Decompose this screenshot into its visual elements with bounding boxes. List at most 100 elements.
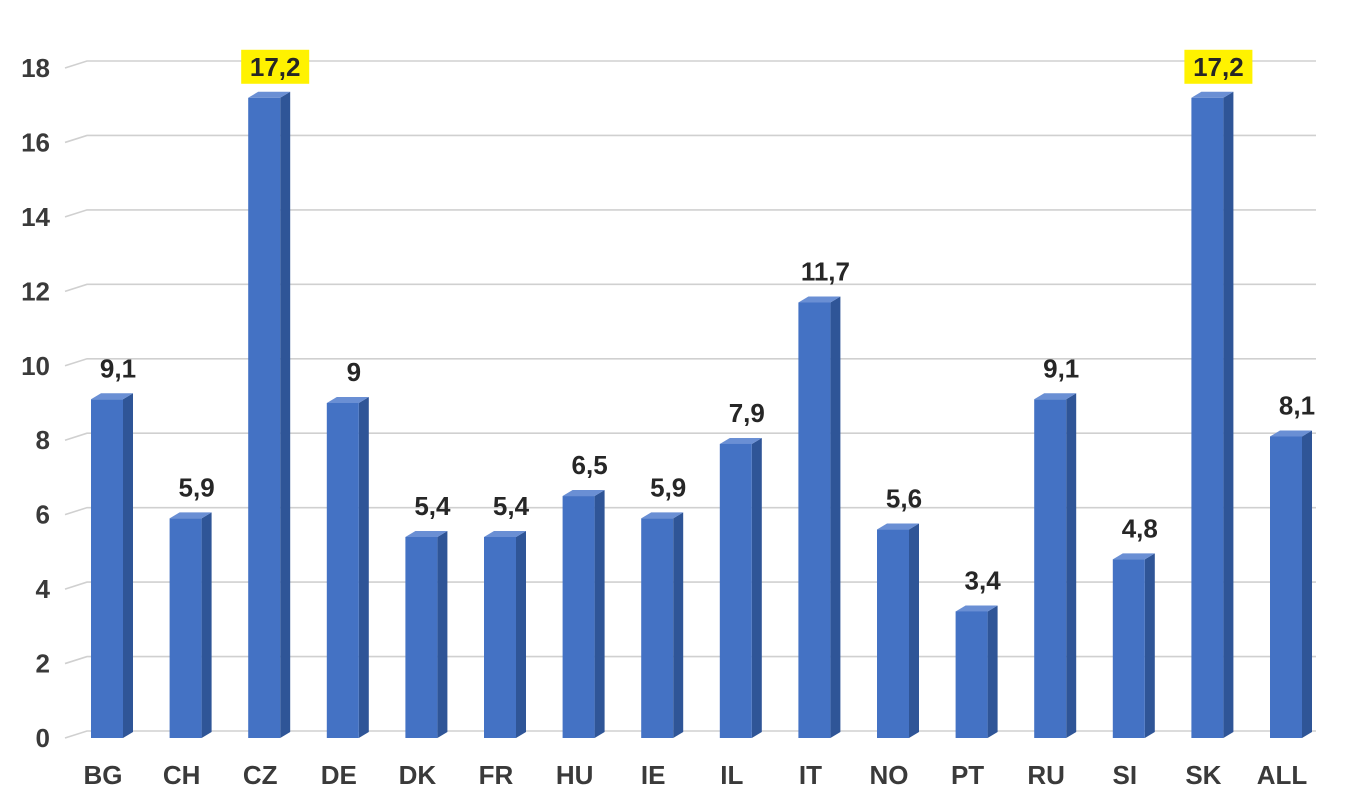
bar-front xyxy=(91,399,123,738)
x-tick-label: CZ xyxy=(243,760,278,790)
bar-top xyxy=(1034,393,1077,400)
data-label: 3,4 xyxy=(965,565,1002,595)
bar-side xyxy=(1223,91,1234,739)
x-tick-label: FR xyxy=(479,760,514,790)
data-label: 7,9 xyxy=(729,398,765,428)
bar-front xyxy=(1112,559,1145,738)
y-axis-ticks: 0 2 4 6 8 10 12 14 16 18 xyxy=(21,53,50,753)
gridlines xyxy=(64,60,1316,739)
bar-side xyxy=(594,490,605,738)
bar-top xyxy=(1270,430,1312,437)
x-tick-label: IE xyxy=(641,760,666,790)
bar-front xyxy=(641,518,674,738)
bar-top xyxy=(798,296,841,303)
x-tick-label: SK xyxy=(1185,760,1221,790)
bar-side xyxy=(1066,393,1077,738)
bar-side xyxy=(1302,430,1312,738)
bar-side xyxy=(751,437,762,738)
bar-side xyxy=(673,512,684,738)
bar-side xyxy=(1144,553,1155,738)
gridline xyxy=(64,134,1316,144)
bar-front xyxy=(326,403,359,738)
data-label: 5,9 xyxy=(650,472,686,502)
bar-front xyxy=(719,443,752,738)
data-labels: 9,1 5,9 17,2 9 5,4 5,4 6,5 5,9 7,9 11,7 5,6 3,4 9,1 4… xyxy=(100,49,1315,595)
bar-top xyxy=(1191,91,1234,98)
bar-cz xyxy=(248,91,291,739)
bar-side xyxy=(987,605,998,738)
x-tick-label: IL xyxy=(720,760,743,790)
y-tick-label: 4 xyxy=(36,574,51,604)
x-tick-label: SI xyxy=(1113,760,1138,790)
bar-si xyxy=(1112,553,1155,738)
x-tick-label: RU xyxy=(1027,760,1065,790)
x-tick-label: HU xyxy=(556,760,594,790)
y-tick-label: 2 xyxy=(36,649,50,679)
x-axis-ticks: BG CH CZ DE DK FR HU IE IL IT NO PT RU SI SK ALL xyxy=(84,760,1308,790)
bar-sk xyxy=(1191,91,1234,739)
x-tick-label: CH xyxy=(163,760,201,790)
data-label: 9,1 xyxy=(1043,353,1079,383)
bar-top xyxy=(169,512,212,519)
x-tick-label: BG xyxy=(84,760,123,790)
bar-front xyxy=(877,529,909,738)
bar-ch xyxy=(169,512,212,738)
bar-side xyxy=(830,296,841,738)
bar-fr xyxy=(484,531,526,738)
bar-front xyxy=(484,537,516,738)
gridline xyxy=(64,283,1316,293)
bar-top xyxy=(641,512,684,519)
data-label: 5,9 xyxy=(179,472,215,502)
bar-no xyxy=(877,523,919,738)
gridline xyxy=(64,506,1316,516)
gridline xyxy=(64,60,1316,69)
bar-side xyxy=(280,91,291,739)
bar-front xyxy=(248,97,281,739)
bar-top xyxy=(326,397,369,403)
bar-side xyxy=(201,512,212,738)
bar-front xyxy=(798,302,831,738)
bar-ie xyxy=(641,512,684,738)
x-tick-label: NO xyxy=(870,760,909,790)
bar-top xyxy=(248,91,291,98)
y-tick-label: 14 xyxy=(21,202,50,232)
bar-de xyxy=(326,397,369,738)
bar-all xyxy=(1270,430,1312,738)
bar-front xyxy=(1270,436,1302,738)
y-tick-label: 18 xyxy=(21,53,50,83)
data-label: 11,7 xyxy=(801,257,850,287)
bars xyxy=(91,91,1312,739)
bar-top xyxy=(91,393,133,400)
bar-top xyxy=(1112,553,1155,560)
data-label: 17,2 xyxy=(1193,52,1244,82)
data-label: 17,2 xyxy=(250,52,301,82)
data-label: 5,6 xyxy=(886,484,922,514)
data-label-highlight xyxy=(241,49,310,84)
bar-side xyxy=(437,531,448,738)
bar-side xyxy=(358,397,369,738)
bar-top xyxy=(405,531,448,537)
bar-dk xyxy=(405,531,448,738)
x-tick-label: IT xyxy=(799,760,822,790)
bar-front xyxy=(169,518,202,738)
bar-side xyxy=(909,523,919,738)
x-tick-label: DK xyxy=(399,760,437,790)
bar-side xyxy=(123,393,133,738)
bar-front xyxy=(955,611,988,738)
bar-pt xyxy=(955,605,998,738)
y-tick-label: 16 xyxy=(21,127,50,157)
bar-top xyxy=(484,531,526,537)
bar-front xyxy=(1191,97,1224,739)
data-label: 8,1 xyxy=(1279,391,1315,421)
data-label: 4,8 xyxy=(1122,513,1158,543)
bar-ru xyxy=(1034,393,1077,738)
bar-hu xyxy=(562,490,605,738)
data-label-highlight xyxy=(1184,49,1253,84)
bar-it xyxy=(798,296,841,738)
gridline xyxy=(64,357,1316,367)
bar-front xyxy=(1034,399,1067,738)
bar-side xyxy=(516,531,526,738)
y-tick-label: 8 xyxy=(36,425,50,455)
bar-top xyxy=(877,523,919,530)
